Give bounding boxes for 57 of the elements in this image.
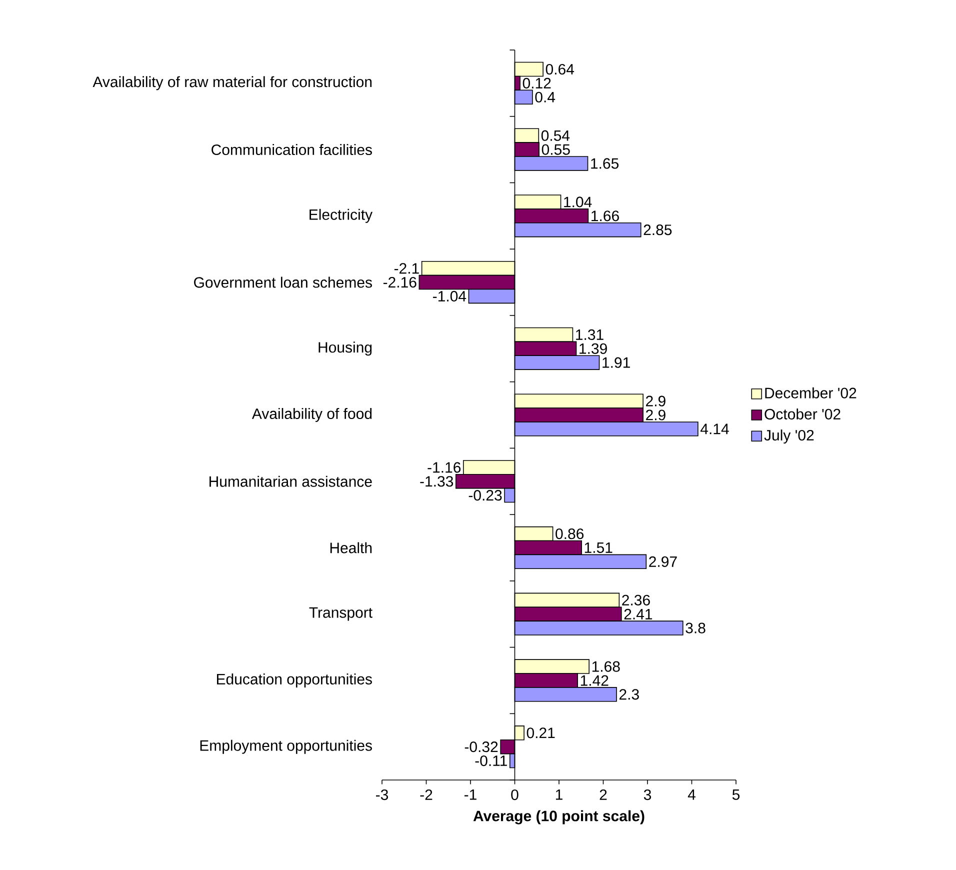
y-tick-label: Electricity xyxy=(310,208,373,223)
data-label: 1.91 xyxy=(602,357,630,368)
data-label: 1.51 xyxy=(584,542,612,553)
x-tick-label: 4 xyxy=(688,789,696,800)
data-label: -0.23 xyxy=(468,490,502,501)
x-tick-label: 2 xyxy=(600,789,607,800)
y-tick-label: Humanitarian assistance xyxy=(210,476,372,487)
y-tick-label: Communication facilities xyxy=(212,144,372,156)
data-label: -0.11 xyxy=(475,755,507,766)
data-label: 2.41 xyxy=(624,608,652,620)
data-label: 1.66 xyxy=(592,210,619,222)
y-tick-label: Housing xyxy=(318,342,372,356)
data-label: 0.54 xyxy=(541,130,570,141)
x-tick-label: 5 xyxy=(732,789,740,800)
y-tick-label: Employment opportunities xyxy=(200,740,372,754)
x-tick-label: 0 xyxy=(511,789,518,800)
legend-label: July '02 xyxy=(764,430,814,444)
x-tick-label: -3 xyxy=(376,789,388,800)
legend-label: December '02 xyxy=(765,387,856,398)
data-label: 1.04 xyxy=(564,196,592,208)
y-tick-label: Availability of raw material for construction xyxy=(92,76,372,90)
data-label: -1.33 xyxy=(420,476,454,487)
data-label: -2.16 xyxy=(383,276,416,288)
y-tick-label: Transport xyxy=(309,607,372,621)
data-label: -0.32 xyxy=(464,742,498,752)
x-tick-label: 3 xyxy=(644,789,652,800)
x-tick-label: 1 xyxy=(556,789,562,800)
data-label: 1.65 xyxy=(591,158,619,169)
x-tick-label: -2 xyxy=(420,789,432,800)
y-tick-label: Availability of food xyxy=(252,408,372,422)
data-label: 1.42 xyxy=(580,675,608,686)
data-label: 0.86 xyxy=(556,528,584,540)
data-label: 4.14 xyxy=(700,424,729,434)
data-label: 0.4 xyxy=(535,92,556,102)
data-label: -1.16 xyxy=(428,462,461,473)
data-label: -2.1 xyxy=(394,263,419,274)
data-label: 1.31 xyxy=(576,329,604,340)
x-tick-label: -1 xyxy=(464,789,476,800)
y-tick-label: Government loan schemes xyxy=(194,276,372,288)
y-tick-label: Health xyxy=(330,542,372,554)
data-label: 2.36 xyxy=(622,594,650,606)
y-tick-label: Education opportunities xyxy=(217,673,372,688)
data-label: 2.97 xyxy=(649,556,677,567)
data-label: 3.8 xyxy=(686,622,706,634)
data-label: 2.85 xyxy=(644,224,672,236)
data-label: 0.64 xyxy=(546,64,574,75)
data-label: 0.55 xyxy=(542,144,570,155)
data-label: 1.68 xyxy=(592,661,620,672)
data-label: 0.12 xyxy=(522,78,551,88)
data-label: 0.21 xyxy=(526,728,555,738)
x-axis-title: Average (10 point scale) xyxy=(473,810,644,824)
data-label: 2.9 xyxy=(646,396,666,406)
data-label: 1.39 xyxy=(580,343,607,354)
data-label: 2.9 xyxy=(646,410,666,420)
legend-label: October '02 xyxy=(764,408,840,420)
data-label: -1.04 xyxy=(433,290,466,302)
data-label: 2.3 xyxy=(619,689,639,700)
